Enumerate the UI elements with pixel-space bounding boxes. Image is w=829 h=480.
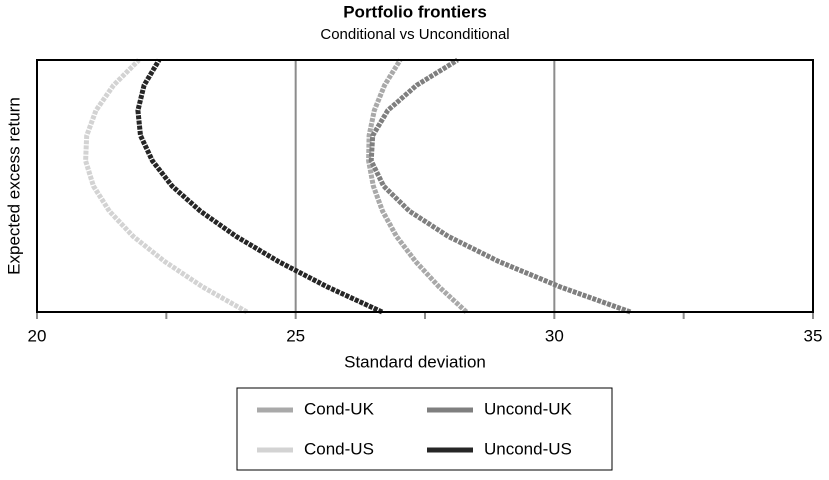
legend-label: Uncond-UK — [484, 399, 573, 418]
legend-label: Cond-US — [304, 439, 374, 458]
legend-label: Cond-UK — [304, 399, 375, 418]
chart-title: Portfolio frontiers — [343, 2, 487, 21]
legend-label: Uncond-US — [484, 439, 572, 458]
series-line — [83, 58, 249, 315]
legend-box — [236, 387, 613, 471]
y-axis-label: Expected excess return — [4, 97, 23, 275]
series-line — [135, 58, 384, 315]
x-tick-label: 30 — [545, 326, 564, 345]
series-line — [366, 58, 469, 314]
plot-frame — [36, 59, 814, 313]
series-line — [368, 57, 632, 315]
x-tick-label: 20 — [28, 326, 47, 345]
x-tick-label: 35 — [804, 326, 823, 345]
chart-subtitle: Conditional vs Unconditional — [320, 26, 509, 43]
x-axis-label: Standard deviation — [344, 352, 486, 371]
x-tick-label: 25 — [286, 326, 305, 345]
